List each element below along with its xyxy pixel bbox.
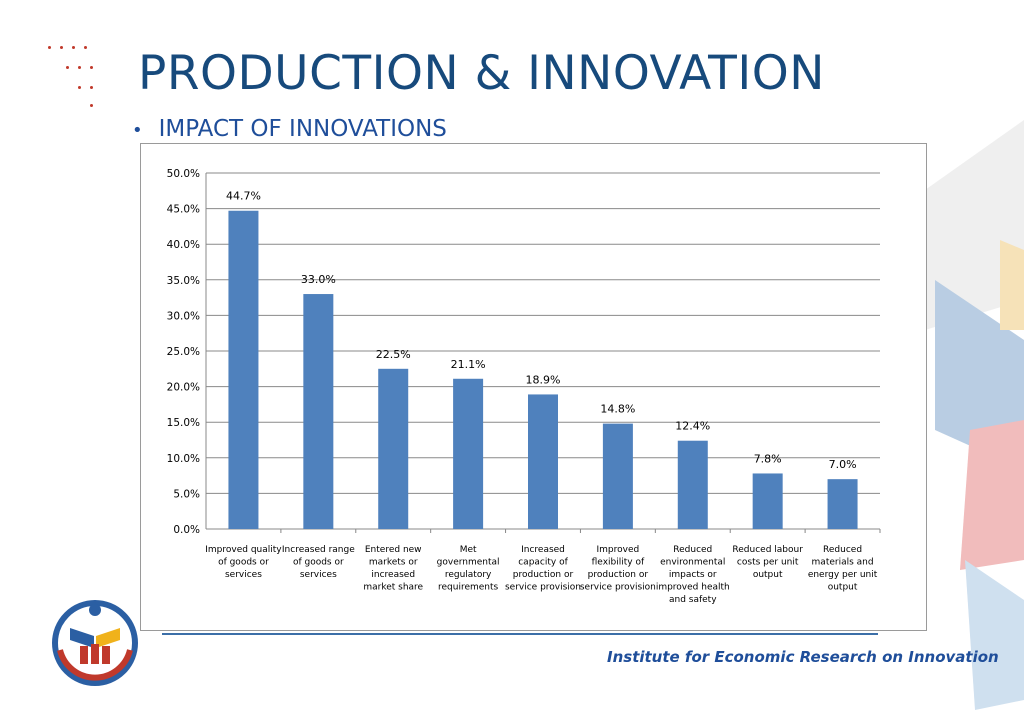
bar [752, 473, 783, 529]
y-tick-label: 5.0% [173, 488, 200, 500]
y-tick-label: 20.0% [167, 382, 200, 394]
y-tick-label: 40.0% [167, 239, 200, 251]
x-category-label: Reduced [823, 545, 862, 555]
data-label: 44.7% [226, 190, 261, 203]
institute-logo [52, 600, 138, 686]
x-category-label: and safety [669, 595, 717, 605]
x-category-label: of goods or [218, 558, 269, 568]
x-category-label: energy per unit [808, 570, 878, 580]
x-category-label: service provision [505, 583, 581, 593]
bar [602, 423, 633, 529]
y-tick-label: 35.0% [167, 275, 200, 287]
footer-institute-name: Institute for Economic Research on Innov… [607, 648, 999, 666]
x-category-label: flexibility of [592, 558, 645, 568]
bar-chart: 0.0% 5.0% 10.0% 15.0% 20.0% 25.0% 30.0% 35.0% 40… [167, 168, 881, 605]
x-category-label: capacity of [518, 558, 568, 568]
slide-title: PRODUCTION & INNOVATION [138, 46, 825, 101]
x-category-label: Reduced labour [732, 545, 803, 555]
y-tick-label: 45.0% [167, 204, 200, 216]
decorative-dots [46, 44, 106, 114]
x-category-label: Entered new [365, 545, 422, 555]
x-category-label: materials and [812, 558, 874, 568]
bar [378, 368, 409, 529]
x-category-label: service provision [580, 583, 656, 593]
x-category-label: services [300, 570, 337, 580]
x-category-label: Increased range [282, 545, 355, 555]
bar [453, 378, 484, 529]
x-category-label: output [753, 570, 783, 580]
x-category-label: impacts or [669, 570, 717, 580]
bar [827, 479, 858, 529]
y-tick-label: 0.0% [173, 524, 200, 536]
y-tick-label: 15.0% [167, 417, 200, 429]
x-category-label: governmental [437, 558, 500, 568]
data-label: 18.9% [526, 373, 561, 386]
x-category-label: production or [513, 570, 574, 580]
x-category-label: Met [460, 545, 477, 555]
y-tick-label: 50.0% [167, 168, 200, 180]
data-label: 7.0% [829, 458, 857, 471]
bar [303, 294, 334, 529]
data-label: 12.4% [675, 420, 710, 433]
x-category-label: production or [588, 570, 649, 580]
bullet-item: • IMPACT OF INNOVATIONS [132, 116, 447, 142]
data-label: 22.5% [376, 348, 411, 361]
bullet-text: IMPACT OF INNOVATIONS [158, 116, 447, 142]
y-tick-label: 10.0% [167, 453, 200, 465]
data-label: 33.0% [301, 273, 336, 286]
bullet-dot-icon: • [132, 120, 143, 141]
x-category-label: Improved quality [205, 545, 282, 555]
x-category-label: requirements [438, 583, 499, 593]
data-label: 7.8% [754, 452, 782, 465]
data-label: 21.1% [451, 358, 486, 371]
bar [528, 394, 558, 529]
x-category-label: output [828, 583, 858, 593]
x-category-label: improved health [656, 583, 730, 593]
chart-frame: 0.0% 5.0% 10.0% 15.0% 20.0% 25.0% 30.0% 35.0% 40… [140, 143, 927, 631]
x-category-label: market share [363, 583, 423, 593]
x-category-label: increased [371, 570, 415, 580]
y-tick-label: 25.0% [167, 346, 200, 358]
y-tick-label: 30.0% [167, 310, 200, 322]
x-category-label: Increased [521, 545, 565, 555]
x-category-label: environmental [660, 558, 725, 568]
x-category-label: markets or [369, 558, 418, 568]
x-category-label: Improved [597, 545, 640, 555]
x-category-label: regulatory [445, 570, 492, 580]
footer-divider [162, 633, 878, 635]
x-category-label: costs per unit [737, 558, 799, 568]
data-label: 14.8% [600, 403, 635, 416]
x-category-label: services [225, 570, 262, 580]
x-category-label: Reduced [673, 545, 712, 555]
bar [677, 440, 708, 529]
x-category-label: of goods or [293, 558, 344, 568]
bar [228, 210, 259, 529]
